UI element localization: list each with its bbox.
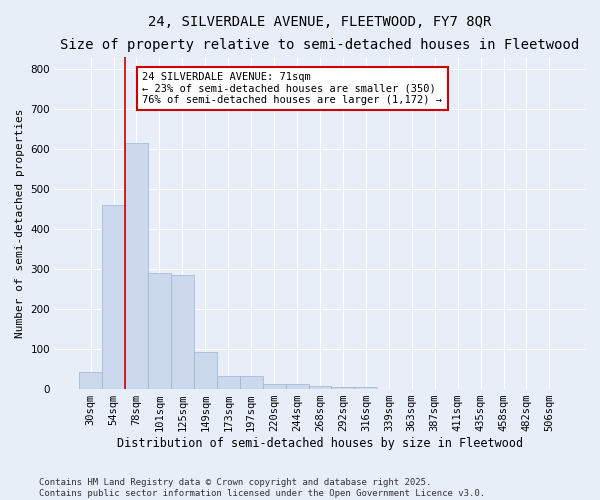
Bar bbox=[125, 143, 148, 389]
Bar bbox=[331, 387, 355, 389]
Text: Contains HM Land Registry data © Crown copyright and database right 2025.
Contai: Contains HM Land Registry data © Crown c… bbox=[39, 478, 485, 498]
Bar bbox=[194, 352, 217, 389]
Bar bbox=[308, 386, 331, 389]
X-axis label: Distribution of semi-detached houses by size in Fleetwood: Distribution of semi-detached houses by … bbox=[117, 437, 523, 450]
Text: 24 SILVERDALE AVENUE: 71sqm
← 23% of semi-detached houses are smaller (350)
76% : 24 SILVERDALE AVENUE: 71sqm ← 23% of sem… bbox=[142, 72, 442, 106]
Y-axis label: Number of semi-detached properties: Number of semi-detached properties bbox=[15, 108, 25, 338]
Title: 24, SILVERDALE AVENUE, FLEETWOOD, FY7 8QR
Size of property relative to semi-deta: 24, SILVERDALE AVENUE, FLEETWOOD, FY7 8Q… bbox=[61, 15, 580, 52]
Bar bbox=[355, 387, 377, 389]
Bar bbox=[148, 273, 171, 389]
Bar bbox=[102, 205, 125, 389]
Bar bbox=[286, 384, 308, 389]
Bar bbox=[240, 376, 263, 389]
Bar bbox=[171, 275, 194, 389]
Bar bbox=[217, 376, 240, 389]
Bar bbox=[263, 384, 286, 389]
Bar bbox=[79, 372, 102, 389]
